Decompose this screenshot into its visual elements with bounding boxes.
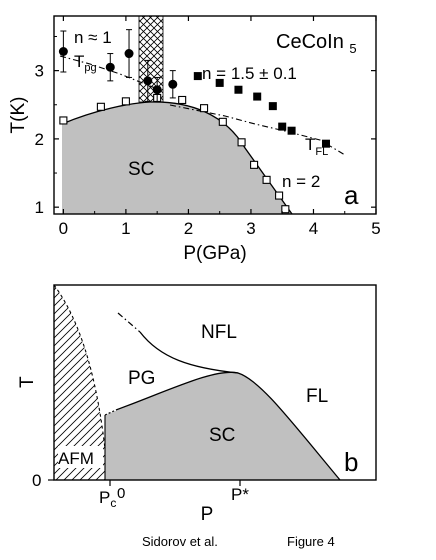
- pg-nfl-boundary-dashed: [117, 312, 141, 333]
- tfl-point: [215, 78, 224, 87]
- sc-point: [96, 102, 105, 111]
- x-tick-label: 1: [121, 219, 130, 238]
- region-label-sc: SC: [209, 425, 235, 446]
- region-label-nfl: NFL: [201, 322, 237, 343]
- sc-point: [178, 95, 187, 105]
- tfl-point: [278, 122, 287, 131]
- x-tick-label: 2: [184, 219, 193, 238]
- label-n15: n = 1.5 ± 0.1: [202, 64, 297, 83]
- tfl-point: [193, 72, 202, 81]
- tfl-point: [287, 126, 296, 135]
- y-axis-label-a: T(K): [8, 97, 29, 134]
- tpg-point: [124, 49, 134, 59]
- sc-region: [62, 101, 292, 214]
- y-tick-label: 3: [35, 62, 44, 81]
- x-tick-label: 0: [59, 219, 68, 238]
- sc-point: [262, 175, 271, 184]
- label-sc-a: SC: [128, 159, 154, 180]
- afm-label-backdrop: [58, 446, 103, 468]
- pg-nfl-boundary: [139, 331, 239, 374]
- panel-a-label: a: [344, 180, 359, 210]
- tick-label-zero: 0: [117, 485, 125, 502]
- footer-figure-number: Figure 4: [287, 534, 335, 549]
- afm-hatched-region: [54, 285, 108, 480]
- panel-b-label: b: [344, 447, 358, 477]
- region-label-afm: AFM: [58, 449, 94, 468]
- label-n2: n = 2: [282, 172, 320, 191]
- sc-point: [59, 116, 68, 125]
- tfl-point: [234, 85, 243, 94]
- tfl-point: [253, 92, 262, 101]
- x-tick-label: 4: [309, 219, 318, 238]
- tfl-point: [321, 139, 330, 148]
- x-axis-label-b: P: [201, 504, 214, 525]
- region-label-pg: PG: [128, 368, 155, 389]
- sc-point: [218, 117, 227, 126]
- label-t-pg: Tpg: [74, 52, 97, 74]
- tpg-point: [152, 85, 162, 95]
- tpg-point: [143, 76, 153, 86]
- t-fl-dash-dot-line: [169, 104, 346, 156]
- sc-point: [275, 191, 284, 200]
- sc-point: [237, 138, 246, 147]
- label-n1: n ≈ 1: [74, 28, 112, 47]
- y-tick-label: 2: [35, 130, 44, 149]
- tick-label-pc: Pc: [99, 488, 116, 510]
- tfl-point: [268, 102, 277, 111]
- sc-point: [281, 205, 290, 214]
- region-label-fl: FL: [306, 386, 328, 407]
- footer-author: Sidorov et al.: [142, 534, 218, 549]
- sc-point: [121, 97, 130, 106]
- tpg-point: [105, 62, 115, 72]
- sc-point: [250, 160, 259, 169]
- panel-a-title: CeCoIn 5: [276, 31, 357, 56]
- tpg-point: [58, 47, 68, 57]
- x-axis-label-a: P(GPa): [183, 243, 246, 264]
- x-tick-label: 3: [246, 219, 255, 238]
- sc-dome-boundary: [115, 371, 341, 481]
- x-tick-label: 5: [371, 219, 380, 238]
- panel-b-frame: [53, 284, 377, 481]
- y-tick-label: 1: [35, 198, 44, 217]
- tick-label-pstar: P*: [231, 485, 249, 504]
- sc-dome-region: [105, 372, 340, 480]
- t-pg-dash-dot-line: [59, 55, 161, 91]
- panel-b: NFL PG FL SC AFM b Pc 0 P* 0 P T: [17, 284, 377, 525]
- y-axis-label-b: T: [17, 376, 38, 388]
- tpg-point: [168, 79, 178, 89]
- sc-point: [200, 104, 209, 113]
- panel-a-frame: [53, 15, 377, 215]
- panel-a-data-marks: [58, 29, 330, 214]
- label-t-fl: TFL: [305, 135, 328, 158]
- y-tick-label-zero: 0: [32, 471, 41, 490]
